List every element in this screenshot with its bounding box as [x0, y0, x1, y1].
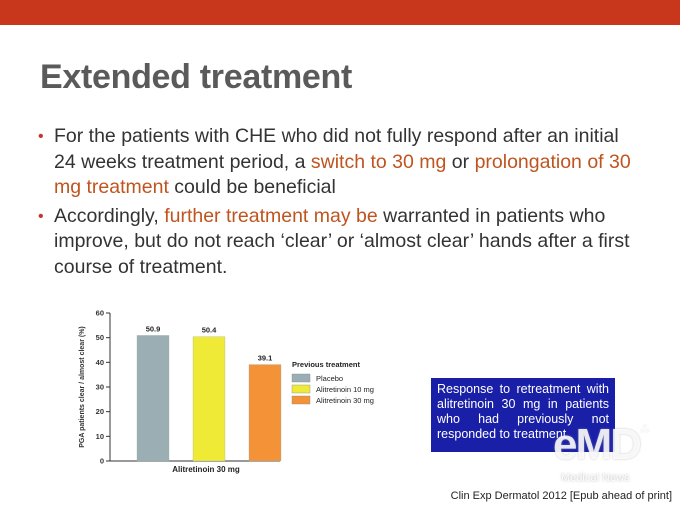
bar-alitretinoin-30-mg [248, 364, 282, 462]
y-tick-label: 0 [100, 457, 104, 466]
chart-svg: PGA patients clear / almost clear (%) 0 10… [79, 309, 374, 475]
y-tick-label: 30 [96, 383, 104, 392]
bullet-text: or [446, 150, 475, 173]
legend-swatch [291, 384, 311, 394]
legend-title: Previous treatment [292, 360, 360, 369]
bullet-text: could be beneficial [168, 176, 336, 198]
bullet-item: • For the patients with CHE who did not f… [38, 124, 638, 201]
bullet-marker: • [38, 207, 44, 225]
watermark-logo: eMD ∴ Medical News [553, 420, 658, 490]
bar-placebo [136, 335, 170, 462]
highlighted-text: further treatment may be [164, 204, 378, 227]
legend-label: Alitretinoin 30 mg [316, 396, 374, 405]
logo-subtitle: Medical News [561, 472, 630, 484]
y-tick-label: 40 [96, 358, 104, 367]
highlighted-text: switch to 30 mg [310, 150, 447, 173]
y-axis-label: PGA patients clear / almost clear (%) [79, 326, 86, 448]
y-tick-label: 50 [96, 333, 104, 342]
bar-value-label: 50.9 [146, 324, 161, 333]
legend-label: Alitretinoin 10 mg [316, 385, 374, 394]
legend-swatch [291, 373, 311, 383]
legend-swatch [291, 395, 311, 405]
y-tick-label: 20 [96, 407, 104, 416]
highlighted-text: prolongation of 30 mg treatment [54, 150, 631, 199]
bullet-marker: • [38, 128, 44, 145]
callout-box: Response to retreatment with alitretinoi… [431, 378, 615, 452]
y-tick-label: 10 [96, 432, 104, 441]
bullet-text: For the patients with CHE who did not fu… [54, 125, 619, 173]
legend-label: Placebo [316, 374, 343, 383]
x-category-label: Alitretinoin 30 mg [172, 465, 240, 474]
bar-alitretinoin-10-mg [192, 336, 226, 462]
bar-value-label: 50.4 [202, 326, 217, 335]
source-citation: Clin Exp Dermatol 2012 [Epub ahead of pr… [450, 490, 672, 502]
bullet-text: warranted in patients who improve, but d… [54, 204, 630, 278]
slide-title: Extended treatment [40, 58, 353, 96]
bullet-list: • For the patients with CHE who did not f… [38, 124, 638, 283]
bar-chart: PGA patients clear / almost clear (%) 0 10… [74, 305, 414, 475]
bullet-text: Accordingly, [54, 204, 165, 227]
bar-value-label: 39.1 [258, 354, 273, 363]
top-accent-bar [0, 0, 680, 25]
logo-dots-icon: ∴ [641, 422, 649, 436]
logo-text: eMD [553, 420, 642, 469]
bullet-item: • Accordingly, further treatment may be w… [38, 204, 638, 281]
y-tick-label: 60 [96, 309, 104, 318]
